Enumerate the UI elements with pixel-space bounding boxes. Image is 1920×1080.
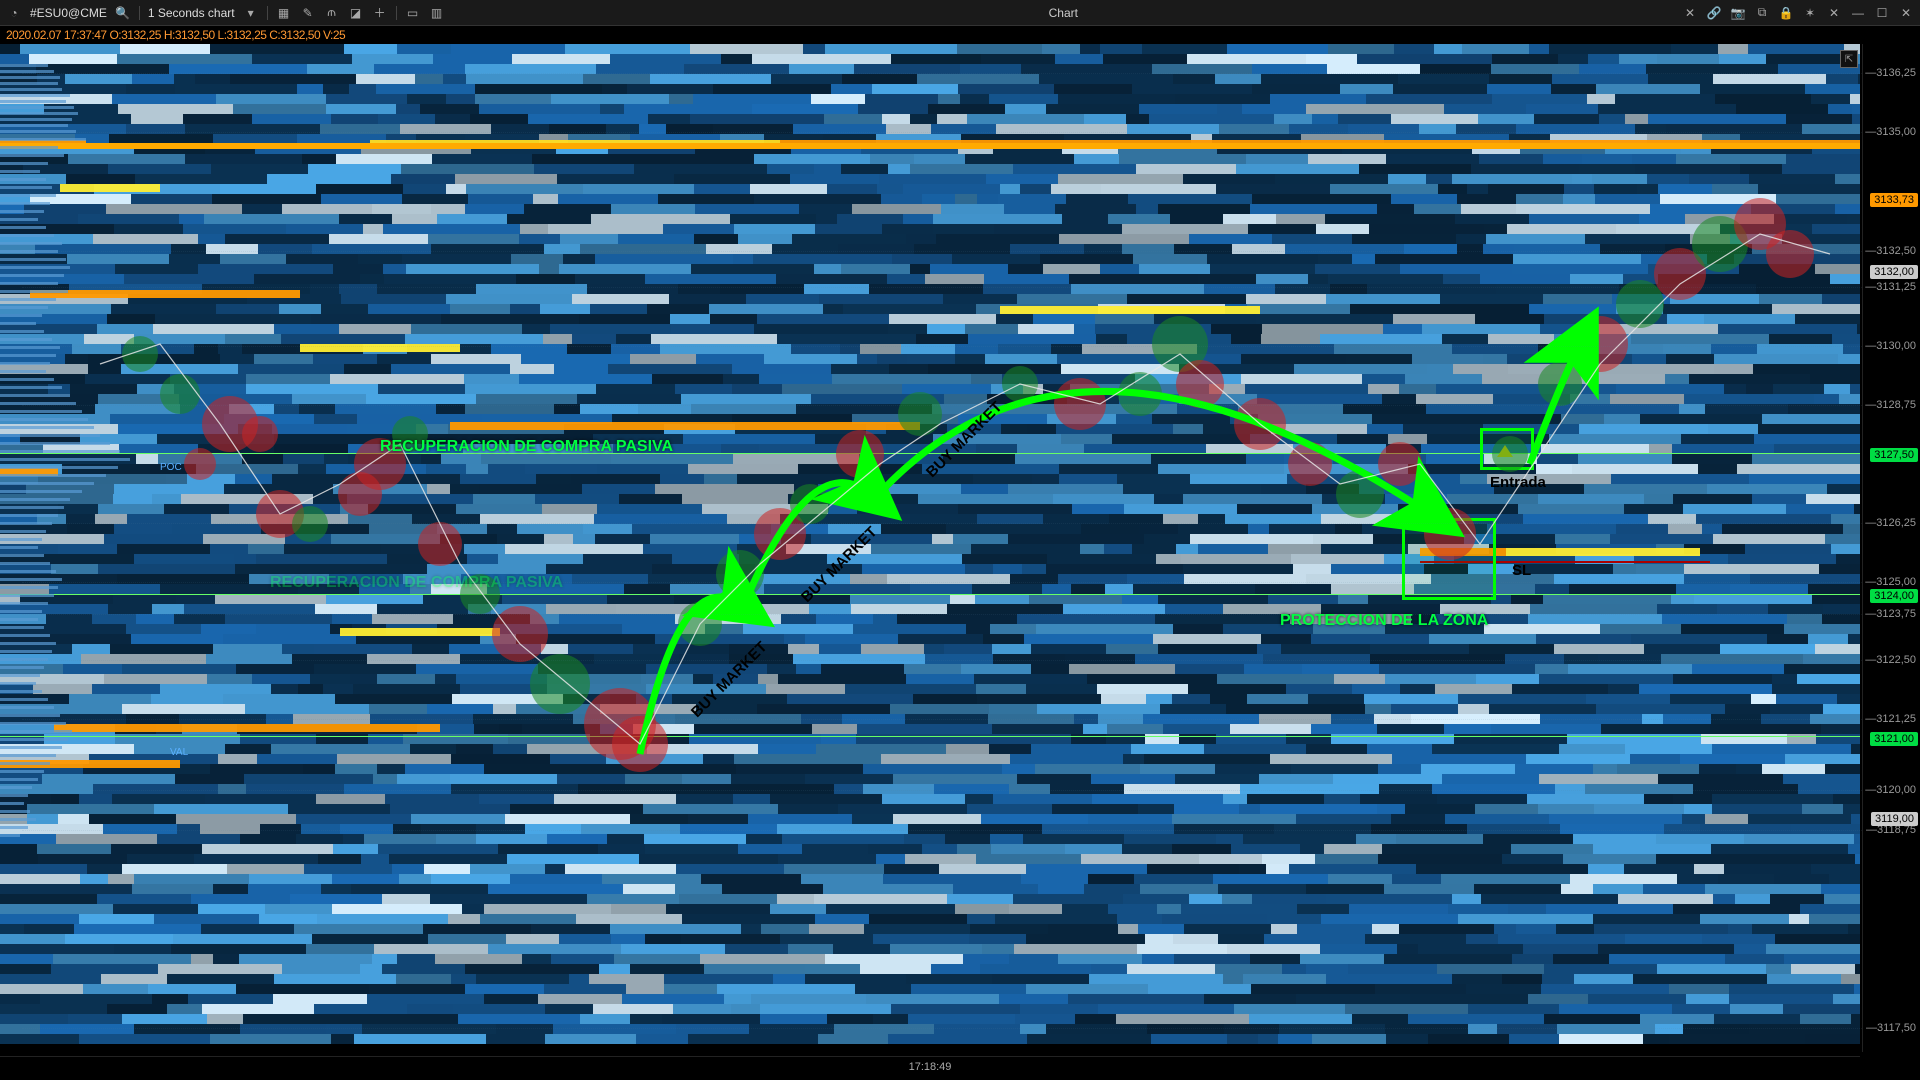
close-icon[interactable]: ✕ (1898, 5, 1914, 21)
price-line (0, 594, 1860, 595)
price-tick: —3122,50 (1865, 654, 1916, 666)
price-tick: —3126,25 (1865, 517, 1916, 529)
time-axis[interactable]: 17:18:49 (0, 1056, 1860, 1080)
chart-area[interactable]: ⇱ RECUPERACION DE COMPRA PASIVA RECUPERA… (0, 44, 1920, 1080)
price-tick: —3131,25 (1865, 281, 1916, 293)
trade-bubble (898, 392, 942, 436)
price-axis[interactable]: —3136,25 —3135,00 —3132,50 —3131,25 —3130,00… (1862, 44, 1920, 1052)
trade-bubble (678, 602, 722, 646)
trade-bubble (1288, 442, 1332, 486)
annotation-sl: SL (1512, 562, 1531, 579)
price-tick: —3125,00 (1865, 576, 1916, 588)
app-icon[interactable]: ◔ (6, 5, 22, 21)
price-tick: —3132,50 (1865, 245, 1916, 257)
link-icon[interactable]: 🔗 (1706, 5, 1722, 21)
price-badge: 3119,00 (1871, 812, 1918, 826)
indicator-icon[interactable]: ⫙ (324, 5, 340, 21)
expand-icon[interactable]: ⇱ (1840, 50, 1858, 68)
trade-bubble (790, 484, 830, 524)
camera-icon[interactable]: 📷 (1730, 5, 1746, 21)
trade-bubble (1424, 508, 1476, 560)
poc-label: POC (160, 462, 182, 473)
trade-bubble (1572, 316, 1628, 372)
toolbar-right: ✕ 🔗 📷 ⧉ 🔒 ✶ ✕ — ☐ ✕ (1682, 5, 1914, 21)
price-tick: —3123,75 (1865, 608, 1916, 620)
annotation-entrada: Entrada (1490, 474, 1546, 491)
columns-icon[interactable]: ▥ (429, 5, 445, 21)
annotation-recuperacion-1: RECUPERACION DE COMPRA PASIVA (380, 438, 673, 456)
trade-bubble (1378, 442, 1422, 486)
ohlc-bar: 2020.02.07 17:37:47 O:3132,25 H:3132,50 … (0, 26, 1920, 44)
trade-bubble (184, 448, 216, 480)
trade-bubble (1054, 378, 1106, 430)
ohlc-text: 2020.02.07 17:37:47 O:3132,25 H:3132,50 … (6, 28, 345, 42)
price-tick: —3128,75 (1865, 399, 1916, 411)
separator (396, 6, 397, 20)
price-tick: —3120,00 (1865, 784, 1916, 796)
chart-type-label[interactable]: 1 Seconds chart (148, 6, 235, 20)
layers-icon[interactable]: ▦ (276, 5, 292, 21)
price-line (0, 143, 1860, 149)
window-icon[interactable]: ▭ (405, 5, 421, 21)
dropdown-icon[interactable]: ▾ (243, 5, 259, 21)
heatmap-canvas (0, 44, 1860, 1052)
price-tick: —3121,25 (1865, 713, 1916, 725)
template-icon[interactable]: ◪ (348, 5, 364, 21)
price-line (0, 736, 1860, 737)
trade-bubble (1538, 362, 1582, 406)
trade-bubble (1002, 366, 1038, 402)
trade-bubble (1492, 436, 1528, 472)
trade-bubble (292, 506, 328, 542)
lock-icon[interactable]: 🔒 (1778, 5, 1794, 21)
toolbar: ◔ #ESU0@CME 🔍 1 Seconds chart ▾ ▦ ✎ ⫙ ◪ … (0, 0, 1920, 26)
trade-bubble (836, 430, 884, 478)
trade-bubble (1336, 470, 1384, 518)
time-label: 17:18:49 (909, 1061, 952, 1073)
trade-bubble (418, 522, 462, 566)
toolbar-left: ◔ #ESU0@CME 🔍 1 Seconds chart ▾ ▦ ✎ ⫙ ◪ … (6, 5, 445, 21)
price-badge: 3132,00 (1870, 265, 1918, 279)
price-badge: 3127,50 (1870, 448, 1918, 462)
price-tick: —3130,00 (1865, 340, 1916, 352)
trade-bubble (1766, 230, 1814, 278)
trade-bubble (716, 550, 764, 598)
maximize-icon[interactable]: ☐ (1874, 5, 1890, 21)
price-badge: 3121,00 (1870, 732, 1918, 746)
price-tick: —3136,25 (1865, 67, 1916, 79)
price-tick: —3135,00 (1865, 126, 1916, 138)
trade-bubble (1176, 360, 1224, 408)
settings-icon[interactable]: ✶ (1802, 5, 1818, 21)
plus-icon[interactable]: ＋ (372, 5, 388, 21)
val-label: VAL (170, 747, 188, 758)
trade-bubble (1118, 372, 1162, 416)
trade-bubble (242, 416, 278, 452)
separator (267, 6, 268, 20)
minimize-icon[interactable]: — (1850, 5, 1866, 21)
trade-bubble (160, 374, 200, 414)
price-line (0, 453, 1860, 454)
crosshair-icon[interactable]: ✕ (1682, 5, 1698, 21)
popout-icon[interactable]: ⧉ (1754, 5, 1770, 21)
trade-bubble (612, 716, 668, 772)
window-title: Chart (445, 6, 1682, 20)
price-tick: —3117,50 (1866, 1022, 1916, 1034)
search-icon[interactable]: 🔍 (115, 5, 131, 21)
annotation-recuperacion-2: RECUPERACION DE COMPRA PASIVA (270, 574, 563, 592)
pencil-icon[interactable]: ✎ (300, 5, 316, 21)
trade-bubble (122, 336, 158, 372)
price-badge: 3124,00 (1870, 589, 1918, 603)
trade-bubble (530, 654, 590, 714)
price-badge: 3133,73 (1870, 193, 1918, 207)
symbol-label[interactable]: #ESU0@CME (30, 6, 107, 20)
separator (139, 6, 140, 20)
tools-icon[interactable]: ✕ (1826, 5, 1842, 21)
